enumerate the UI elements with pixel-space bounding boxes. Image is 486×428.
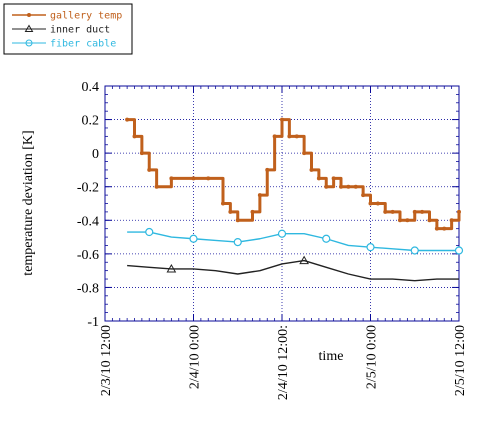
point-fiber-cable	[189, 234, 198, 243]
legend-item-inner-duct: inner duct	[12, 25, 110, 36]
legend-label-inner-duct: inner duct	[50, 25, 110, 36]
point-gallery-temp	[324, 184, 329, 189]
point-gallery-temp	[449, 218, 454, 223]
point-gallery-temp	[154, 184, 159, 189]
point-gallery-temp	[442, 226, 447, 231]
point-fiber-cable	[322, 234, 331, 243]
x-tick-label: 2/4/10 0:00	[188, 325, 203, 389]
series-line-fiber-cable	[127, 231, 459, 252]
point-gallery-temp	[361, 193, 366, 198]
point-gallery-temp	[420, 209, 425, 214]
legend-marker-gallery-temp	[27, 13, 31, 17]
point-gallery-temp	[206, 176, 211, 181]
series	[127, 118, 461, 282]
y-tick-label: 0.2	[82, 114, 100, 129]
point-gallery-temp	[339, 184, 343, 189]
point-gallery-temp	[257, 193, 262, 198]
y-tick-label: -0.2	[77, 181, 99, 196]
point-gallery-temp	[265, 167, 270, 172]
y-tick-label: -0.6	[77, 248, 99, 263]
point-gallery-temp	[390, 209, 395, 214]
y-tick-label: -1	[87, 315, 99, 330]
point-inner-duct	[299, 255, 309, 265]
point-inner-duct	[166, 263, 177, 273]
point-gallery-temp	[331, 176, 336, 181]
point-gallery-temp	[235, 218, 240, 223]
point-gallery-temp	[302, 151, 307, 156]
point-gallery-temp	[434, 226, 439, 231]
point-gallery-temp	[287, 134, 292, 139]
point-gallery-temp	[132, 134, 137, 139]
y-tick-label: 0.4	[82, 80, 100, 95]
x-tick-labels: 2/3/10 12:00 2/4/10 0:00 2/4/10 12:00: 2/5/…	[99, 325, 468, 400]
series-markers	[125, 117, 464, 273]
x-tick-label: 2/3/10 12:00	[99, 325, 114, 396]
point-gallery-temp	[272, 134, 277, 139]
point-gallery-temp	[412, 209, 417, 214]
legend-label-gallery-temp: gallery temp	[50, 11, 122, 22]
point-gallery-temp	[457, 209, 461, 214]
series-line-gallery-temp	[127, 118, 461, 231]
point-gallery-temp	[250, 209, 255, 214]
x-tick-label: 2/5/10 12:00	[453, 325, 468, 396]
point-gallery-temp	[139, 151, 144, 156]
legend-marker-fiber-cable	[25, 39, 33, 47]
point-gallery-temp	[375, 201, 380, 206]
point-gallery-temp	[294, 134, 299, 139]
point-fiber-cable	[454, 246, 464, 255]
point-gallery-temp	[169, 176, 174, 181]
y-tick-labels: 0.4 0.2 0 -0.2 -0.4 -0.6 -0.8 -1	[77, 80, 99, 330]
point-gallery-temp	[346, 184, 351, 189]
point-gallery-temp	[398, 218, 402, 223]
x-tick-label: 2/4/10 12:00:	[276, 325, 291, 400]
point-fiber-cable	[366, 243, 375, 252]
point-gallery-temp	[427, 218, 432, 223]
point-gallery-temp	[405, 218, 410, 223]
legend: gallery temp inner duct fiber cable	[3, 3, 133, 55]
point-gallery-temp	[316, 176, 321, 181]
legend-marker-inner-duct	[24, 24, 34, 32]
x-tick-label: 2/5/10 0:00	[365, 325, 380, 389]
point-gallery-temp	[309, 167, 314, 172]
point-fiber-cable	[410, 246, 419, 255]
point-gallery-temp	[221, 201, 225, 206]
legend-label-fiber-cable: fiber cable	[50, 39, 116, 50]
y-tick-label: -0.4	[77, 214, 99, 229]
point-gallery-temp	[383, 209, 388, 214]
y-axis-title: temperature deviation [K]	[21, 130, 36, 275]
point-gallery-temp	[228, 209, 233, 214]
point-fiber-cable	[233, 238, 242, 247]
point-gallery-temp	[125, 117, 130, 122]
y-tick-label: -0.8	[77, 281, 99, 296]
axis-ticks	[104, 85, 460, 322]
y-tick-label: 0	[92, 147, 99, 162]
legend-item-gallery-temp: gallery temp	[12, 11, 122, 22]
point-gallery-temp	[280, 117, 284, 122]
point-gallery-temp	[147, 167, 152, 172]
point-fiber-cable	[277, 229, 287, 238]
point-gallery-temp	[191, 176, 196, 181]
point-gallery-temp	[353, 184, 358, 189]
legend-item-fiber-cable: fiber cable	[12, 39, 116, 50]
point-fiber-cable	[145, 227, 154, 237]
point-gallery-temp	[368, 201, 373, 206]
series-line-inner-duct	[127, 259, 459, 282]
x-axis-title: time	[319, 349, 344, 364]
